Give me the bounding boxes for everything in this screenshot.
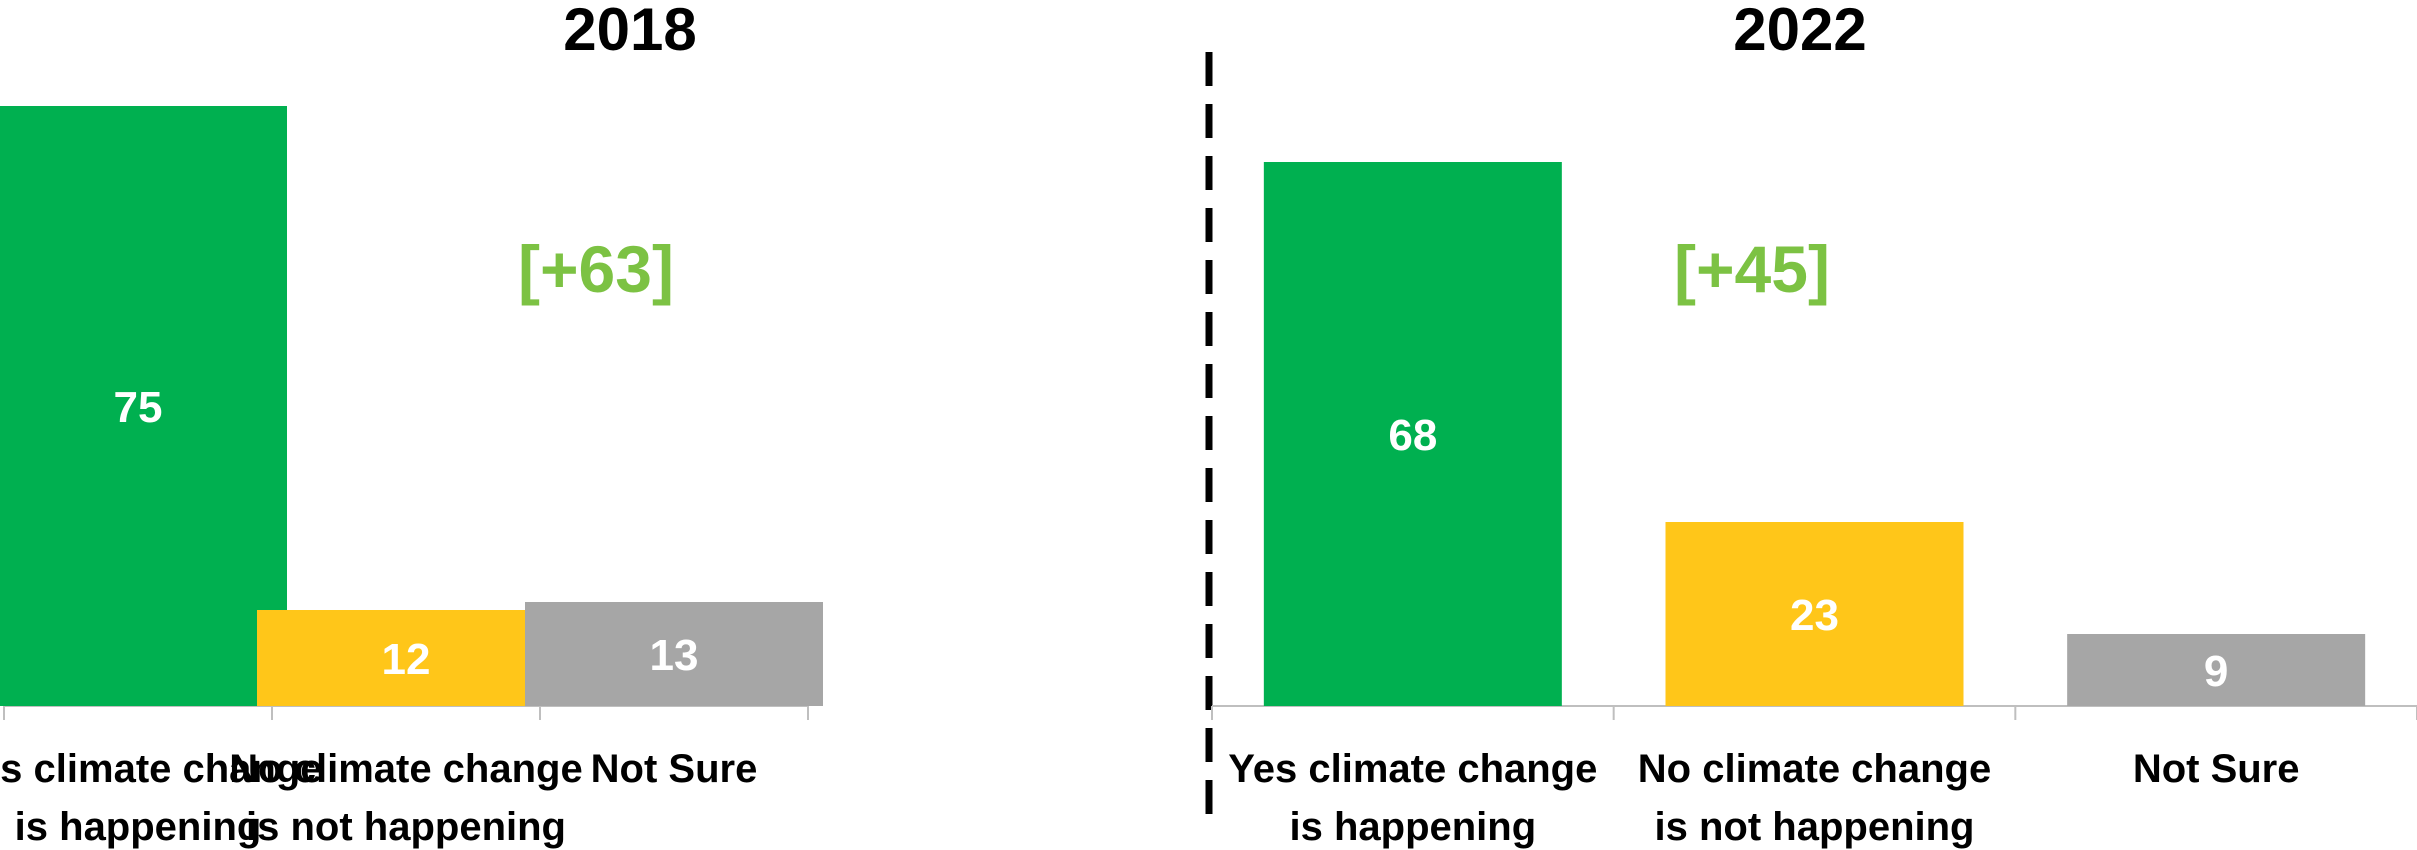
data-label-2022-2: 23 [1790,591,1839,640]
margin-annotation-2018: [+63] [518,232,674,306]
bar-2018-3 [525,602,823,706]
category-label-2018-3-line-1: Not Sure [591,747,758,791]
category-label-2022-1-line-2: is happening [1289,805,1536,849]
category-label-2022-2-line-2: is not happening [1655,805,1975,849]
bar-2018-2 [257,610,555,706]
data-label-2018-3: 13 [650,631,699,680]
category-label-2018-2-line-1: No climate change [229,747,582,791]
bar-2022-2 [1665,522,1964,706]
data-label-2018-1: 75 [114,383,163,432]
category-label-2022-3-line-1: Not Sure [2133,747,2300,791]
category-label-2022-1-line-1: Yes climate change [1228,747,1597,791]
category-label-2018-2-line-2: is not happening [246,805,566,849]
bar-2022-3 [2067,634,2366,706]
category-label-2018-1-line-1: Yes climate change [0,747,323,791]
chart-title-2018: 2018 [563,0,696,63]
category-label-2022-2-line-1: No climate change [1638,747,1991,791]
data-label-2018-2: 12 [382,635,431,684]
bar-2022-1 [1263,162,1562,706]
data-label-2022-1: 68 [1388,411,1437,460]
margin-annotation-2022: [+45] [1674,232,1830,306]
data-label-2022-3: 9 [2204,647,2228,696]
chart-title-2022: 2022 [1733,0,1866,63]
category-label-2018-1-line-2: is happening [15,805,262,849]
bar-2018-1 [0,106,287,706]
